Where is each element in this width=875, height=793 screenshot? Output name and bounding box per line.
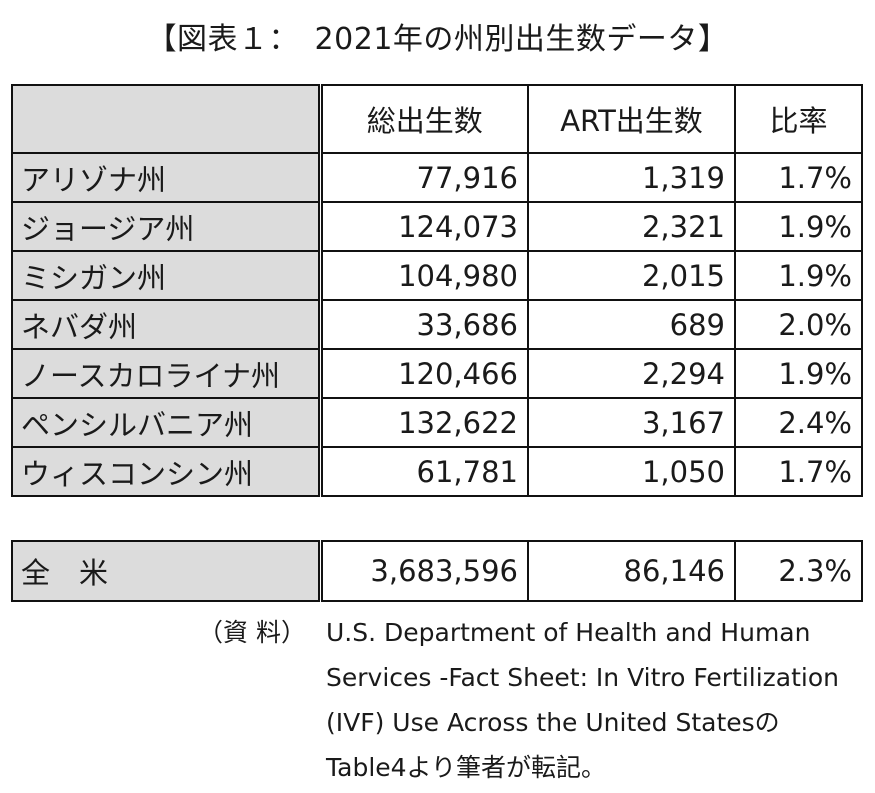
state-name: アリゾナ州 (11, 152, 323, 203)
header-ratio: 比率 (734, 84, 863, 154)
births-table: 総出生数 ART出生数 比率 アリゾナ州 77,916 1,319 1.7% ジ… (11, 84, 863, 497)
nationwide-total-births: 3,683,596 (319, 540, 529, 602)
source-line: Services -Fact Sheet: In Vitro Fertiliza… (326, 663, 840, 692)
table-row: ペンシルバニア州 132,622 3,167 2.4% (11, 397, 863, 448)
total-births-value: 77,916 (319, 152, 529, 203)
table-row: ノースカロライナ州 120,466 2,294 1.9% (11, 348, 863, 399)
total-row: 全 米 3,683,596 86,146 2.3% (11, 540, 863, 602)
state-name: ミシガン州 (11, 250, 323, 301)
state-name: ペンシルバニア州 (11, 397, 323, 448)
table-row: アリゾナ州 77,916 1,319 1.7% (11, 152, 863, 203)
table-row: ミシガン州 104,980 2,015 1.9% (11, 250, 863, 301)
nationwide-art-births: 86,146 (527, 540, 736, 602)
table-row: ウィスコンシン州 61,781 1,050 1.7% (11, 446, 863, 497)
table-row: ネバダ州 33,686 689 2.0% (11, 299, 863, 350)
state-name: ジョージア州 (11, 201, 323, 252)
nationwide-ratio: 2.3% (734, 540, 863, 602)
total-births-value: 132,622 (319, 397, 529, 448)
art-births-value: 2,015 (527, 250, 736, 301)
source-text: U.S. Department of Health and Human Serv… (326, 610, 866, 790)
header-total-births: 総出生数 (319, 84, 529, 154)
art-births-value: 1,319 (527, 152, 736, 203)
total-births-value: 124,073 (319, 201, 529, 252)
art-births-value: 2,294 (527, 348, 736, 399)
state-name: ネバダ州 (11, 299, 323, 350)
state-name: ノースカロライナ州 (11, 348, 323, 399)
ratio-value: 1.7% (734, 446, 863, 497)
art-births-value: 2,321 (527, 201, 736, 252)
ratio-value: 2.4% (734, 397, 863, 448)
art-births-value: 3,167 (527, 397, 736, 448)
table-header-row: 総出生数 ART出生数 比率 (11, 84, 863, 154)
ratio-value: 2.0% (734, 299, 863, 350)
total-births-value: 61,781 (319, 446, 529, 497)
source-label: （資 料） (198, 618, 306, 647)
table-row: ジョージア州 124,073 2,321 1.9% (11, 201, 863, 252)
nationwide-label: 全 米 (11, 540, 323, 602)
total-births-value: 33,686 (319, 299, 529, 350)
art-births-value: 1,050 (527, 446, 736, 497)
page-title: 【図表１： 2021年の州別出生数データ】 (146, 22, 729, 57)
state-name: ウィスコンシン州 (11, 446, 323, 497)
header-art-births: ART出生数 (527, 84, 736, 154)
ratio-value: 1.9% (734, 348, 863, 399)
ratio-value: 1.9% (734, 201, 863, 252)
source-line: (IVF) Use Across the United Statesの (326, 708, 780, 737)
source-line: Table4より筆者が転記。 (326, 753, 607, 782)
header-corner-cell (11, 84, 323, 154)
source-line: U.S. Department of Health and Human (326, 618, 811, 647)
ratio-value: 1.9% (734, 250, 863, 301)
nationwide-total-table: 全 米 3,683,596 86,146 2.3% (11, 540, 863, 602)
total-births-value: 104,980 (319, 250, 529, 301)
ratio-value: 1.7% (734, 152, 863, 203)
art-births-value: 689 (527, 299, 736, 350)
total-births-value: 120,466 (319, 348, 529, 399)
